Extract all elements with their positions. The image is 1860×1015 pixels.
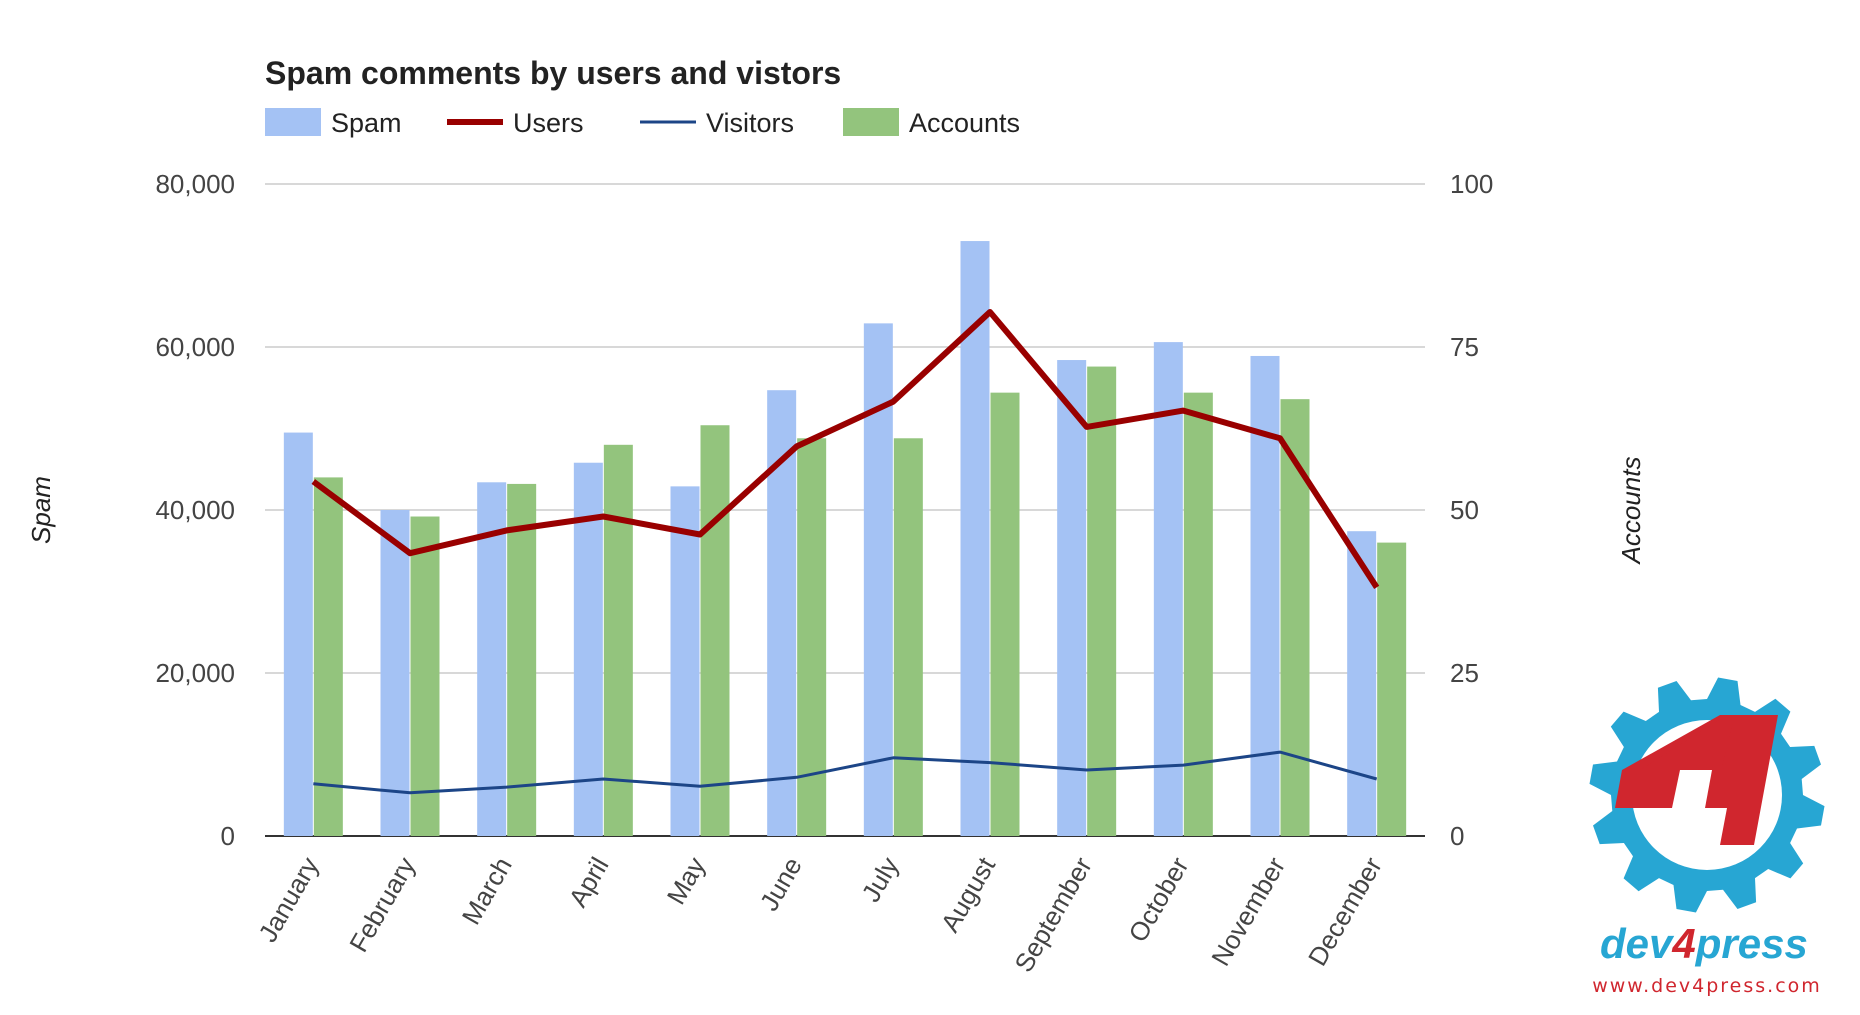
right-tick-label: 75 xyxy=(1450,332,1479,362)
gridlines xyxy=(265,183,1425,837)
right-tick-label: 50 xyxy=(1450,495,1479,525)
users-line xyxy=(311,309,1380,590)
category-label: November xyxy=(1205,852,1291,971)
accounts-bar xyxy=(700,425,730,836)
category-label: June xyxy=(754,852,808,916)
left-axis-title: Spam xyxy=(26,476,56,544)
left-tick-label: 80,000 xyxy=(155,169,235,199)
spam-bar xyxy=(960,241,990,837)
accounts-bar xyxy=(507,483,537,836)
legend-item-accounts: Accounts xyxy=(843,108,1020,138)
spam-bar xyxy=(380,510,410,836)
accounts-bar xyxy=(410,516,440,836)
legend-item-spam: Spam xyxy=(265,108,402,138)
accounts-bar xyxy=(313,477,343,836)
spam-bar xyxy=(670,486,700,836)
logo-four-glyph xyxy=(1615,715,1778,845)
accounts-bar xyxy=(990,392,1020,836)
legend-swatch xyxy=(843,108,899,136)
spam-bar xyxy=(477,482,507,836)
right-axis-title: Accounts xyxy=(1616,457,1646,566)
category-label: February xyxy=(343,852,421,957)
legend-label: Users xyxy=(513,108,584,138)
legend: Spam Users Visitors Accounts xyxy=(265,108,1020,138)
left-tick-label: 20,000 xyxy=(155,658,235,688)
dev4press-logo: dev4press www.dev4press.com xyxy=(1589,677,1825,997)
accounts-bar xyxy=(1377,542,1407,836)
category-label: April xyxy=(563,852,615,912)
legend-swatch xyxy=(265,108,321,136)
visitors-line xyxy=(313,750,1378,795)
right-tick-label: 100 xyxy=(1450,169,1493,199)
category-label: March xyxy=(456,852,518,930)
left-tick-label: 40,000 xyxy=(155,495,235,525)
spam-bar xyxy=(283,432,313,836)
spam-bar xyxy=(573,462,603,836)
legend-item-visitors: Visitors xyxy=(640,108,794,138)
category-label: December xyxy=(1302,852,1388,971)
line-series xyxy=(311,309,1380,795)
bar-series xyxy=(283,241,1407,837)
spam-bar xyxy=(767,390,797,836)
right-tick-label: 0 xyxy=(1450,821,1464,851)
accounts-bar xyxy=(797,438,827,836)
legend-label: Spam xyxy=(331,108,402,138)
right-tick-label: 25 xyxy=(1450,658,1479,688)
legend-label: Visitors xyxy=(706,108,794,138)
category-label: August xyxy=(935,851,1002,937)
spam-bar xyxy=(1057,360,1087,836)
chart-title: Spam comments by users and vistors xyxy=(265,55,841,91)
category-label: July xyxy=(855,852,904,907)
left-tick-label: 60,000 xyxy=(155,332,235,362)
spam-bar xyxy=(1250,355,1280,836)
logo-wordmark: dev4press xyxy=(1600,920,1808,967)
legend-label: Accounts xyxy=(909,108,1020,138)
accounts-bar xyxy=(893,438,923,836)
category-label: May xyxy=(661,852,712,910)
accounts-bar xyxy=(1087,366,1117,836)
logo-url: www.dev4press.com xyxy=(1592,975,1822,997)
accounts-bar xyxy=(603,444,633,836)
category-label: October xyxy=(1122,852,1194,947)
left-tick-label: 0 xyxy=(221,821,235,851)
accounts-bar xyxy=(1183,392,1213,836)
category-label: January xyxy=(252,852,324,947)
category-label: September xyxy=(1008,852,1098,977)
legend-item-users: Users xyxy=(447,108,584,138)
spam-bar xyxy=(1153,342,1183,836)
